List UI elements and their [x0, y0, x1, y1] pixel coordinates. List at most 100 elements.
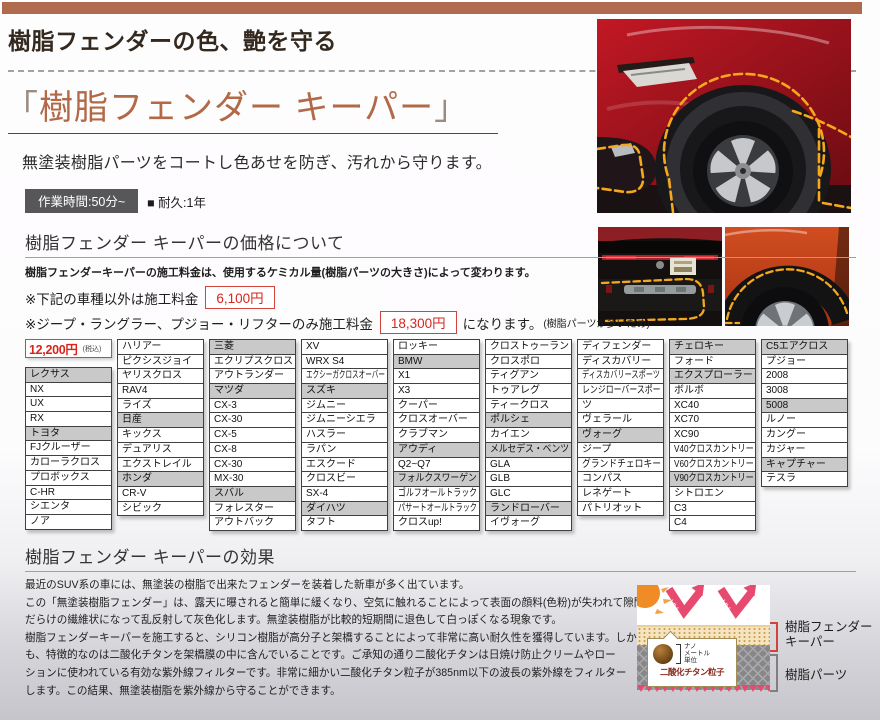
model-cell: クロスビー — [301, 472, 388, 487]
price-table-column: チェロキー フォード エクスプローラー ボルボ XC40 XC70 XC90 V40クロスカン… — [669, 339, 756, 531]
model-cell: CX-30 — [209, 413, 296, 429]
price-note-jeep: ※ジープ・ラングラー、プジョー・リフターのみ施工料金 18,300円 になります… — [25, 311, 650, 334]
lead-text: 無塗装樹脂パーツをコートし色あせを防ぎ、汚れから守ります。 — [22, 155, 492, 172]
tax-note: (税込) — [82, 345, 102, 353]
note-text: ※ジープ・ラングラー、プジョー・リフターのみ施工料金 — [25, 316, 373, 332]
model-cell: NX — [25, 382, 112, 398]
model-cell: FJクルーザー — [25, 441, 112, 457]
model-cell: RAV4 — [117, 384, 204, 399]
model-cell: GLA — [485, 457, 572, 473]
model-cell: XC40 — [669, 398, 756, 414]
service-title-text: 樹脂フェンダー キーパー — [39, 89, 435, 127]
effect-paragraph: 最近のSUV系の車には、無塗装の樹脂で出来たフェンダーを装着した新車が多く出てい… — [25, 577, 644, 700]
photo-suv-fender — [597, 19, 851, 213]
keeper-layer-label: 樹脂フェンダー キーパー — [785, 620, 873, 649]
sun-icon — [637, 585, 660, 608]
model-cell: パトリオット — [577, 501, 664, 517]
price-table-column: クロストゥーラン クロスポロ ティグアン トゥアレグ ティークロス ポルシェ カイエン メルセ… — [485, 339, 572, 531]
brand-cell: C5エアクロス — [761, 340, 848, 355]
price-badge: 12,200円 (税込) — [25, 339, 112, 358]
dashed-divider — [8, 70, 856, 72]
model-cell: デュアリス — [117, 442, 204, 458]
brand-cell: ポルシェ — [485, 413, 572, 429]
model-cell: V60クロスカントリー — [669, 457, 756, 473]
model-cell: ヴェラール — [577, 413, 664, 429]
model-cell: アウトバック — [209, 516, 296, 531]
model-cell: UX — [25, 397, 112, 413]
model-cell: GLB — [485, 472, 572, 487]
fender-outline-dashes — [597, 72, 851, 213]
note-small: (樹脂パーツが多いため) — [543, 319, 650, 330]
model-cell: XC70 — [669, 413, 756, 429]
price-table-column: XV WRX S4 エクシーガクロスオーバー スズキ ジムニー ジムニーシエラ ハスラー ラパ… — [301, 339, 388, 531]
model-cell: レネゲート — [577, 486, 664, 502]
model-cell: フォレスター — [209, 501, 296, 517]
model-cell: ライズ — [117, 398, 204, 414]
page-title: 樹脂フェンダーの色、艶を守る — [8, 28, 337, 54]
titanium-particle-icon — [653, 643, 673, 664]
titanium-particle-callout: ナノ メートル 単位 二酸化チタン粒子 — [647, 638, 737, 687]
model-cell: ボルボ — [669, 384, 756, 399]
model-cell: 3008 — [761, 384, 848, 399]
car-model-list: ハリアー ピクシスジョイ ヤリスクロス RAV4 ライズ 日産 キックス デュアリス エクストレ… — [117, 339, 204, 517]
model-cell: ティグアン — [485, 369, 572, 385]
price-value-default: 6,100円 — [205, 286, 275, 309]
keeper-layer-bracket — [770, 622, 778, 652]
model-cell: CX-30 — [209, 457, 296, 473]
model-cell: ヤリスクロス — [117, 369, 204, 385]
model-cell: タフト — [301, 516, 388, 531]
model-cell: エクストレイル — [117, 457, 204, 473]
brand-cell: エクスプローラー — [669, 369, 756, 385]
pricing-heading: 樹脂フェンダー キーパーの価格について — [25, 234, 345, 253]
model-cell: 2008 — [761, 369, 848, 385]
car-model-list: ロッキー BMW X1 X3 クーパー クロスオーバー クラブマン アウディ Q2~Q7 フォルク… — [393, 339, 480, 531]
model-cell: イヴォーグ — [485, 516, 572, 531]
car-model-list: ディフェンダー ディスカバリー ディスカバリースポーツ レンジローバースポーツヴェラー… — [577, 339, 664, 517]
model-cell: XV — [301, 340, 388, 355]
uv-protection-diagram: UV UV ナノ メートル 単 — [637, 585, 770, 692]
model-cell: CX-8 — [209, 442, 296, 458]
diagram-sky: UV UV — [637, 585, 770, 625]
model-cell: X1 — [393, 369, 480, 385]
brand-cell: チェロキー — [669, 340, 756, 355]
model-cell: エクシーガクロスオーバー — [301, 369, 388, 385]
car-model-list: 三菱 エクリプスクロス アウトランダー マツダ CX-3 CX-30 CX-5 CX-8 CX-… — [209, 339, 296, 531]
photo-fender-closeup — [725, 227, 849, 326]
top-accent-bar — [2, 2, 862, 14]
model-cell: ルノー — [761, 413, 848, 429]
note-suffix: になります。 — [462, 316, 543, 332]
paragraph-line: します。この結果、無塗装樹脂を紫外線から守ることができます。 — [25, 684, 341, 697]
durability-label: ■ 耐久:1年 — [147, 196, 206, 210]
model-cell: ピクシスジョイ — [117, 354, 204, 370]
model-cell: エスクード — [301, 457, 388, 473]
paragraph-line: 樹脂フェンダーキーパーを施工すると、シリコン樹脂が高分子と架橋することによって非… — [25, 631, 637, 644]
car-model-list: チェロキー フォード エクスプローラー ボルボ XC40 XC70 XC90 V40クロスカン… — [669, 339, 756, 531]
model-cell: ディスカバリースポーツ — [577, 369, 664, 385]
brand-cell: 三菱 — [209, 340, 296, 355]
pricing-heading-rule — [25, 257, 856, 258]
nano-scale-label: ナノ メートル 単位 — [684, 643, 710, 664]
brand-cell: ランドローバー — [485, 501, 572, 517]
model-cell: ティークロス — [485, 398, 572, 414]
model-cell: CX-3 — [209, 398, 296, 414]
model-cell: ディフェンダー — [577, 340, 664, 355]
model-cell: ジムニー — [301, 398, 388, 414]
model-cell: クロスup! — [393, 516, 480, 531]
paragraph-line: も、特徴的なのは二酸化チタンを架橋膜の中に含んでいることです。ご承知の通り二酸化… — [25, 649, 616, 662]
brand-cell: レクサス — [25, 368, 112, 383]
brand-cell: 日産 — [117, 413, 204, 429]
size-bracket — [676, 643, 681, 664]
paragraph-line: この「無塗装樹脂フェンダー」は、露天に曝されると簡単に緩くなり、空気に触れること… — [25, 596, 645, 609]
paragraph-line: 最近のSUV系の車には、無塗装の樹脂で出来たフェンダーを装着した新車が多く出てい… — [25, 579, 470, 591]
model-cell: コンパス — [577, 472, 664, 487]
bumper-outline-dashes — [600, 277, 706, 323]
price-table-column: 12,200円 (税込) レクサス NX UX RX トヨタ FJクルーザー カローラクロス プロ… — [25, 339, 112, 530]
uv-arrow — [717, 586, 755, 619]
model-cell: クロスポロ — [485, 354, 572, 370]
model-cell: ディスカバリー — [577, 354, 664, 370]
model-cell: クロストゥーラン — [485, 340, 572, 355]
model-cell: ゴルフオールトラック — [393, 486, 480, 502]
model-cell: クロスオーバー — [393, 413, 480, 429]
brand-cell: ヴォーグ — [577, 428, 664, 443]
effect-heading: 樹脂フェンダー キーパーの効果 — [25, 548, 276, 567]
